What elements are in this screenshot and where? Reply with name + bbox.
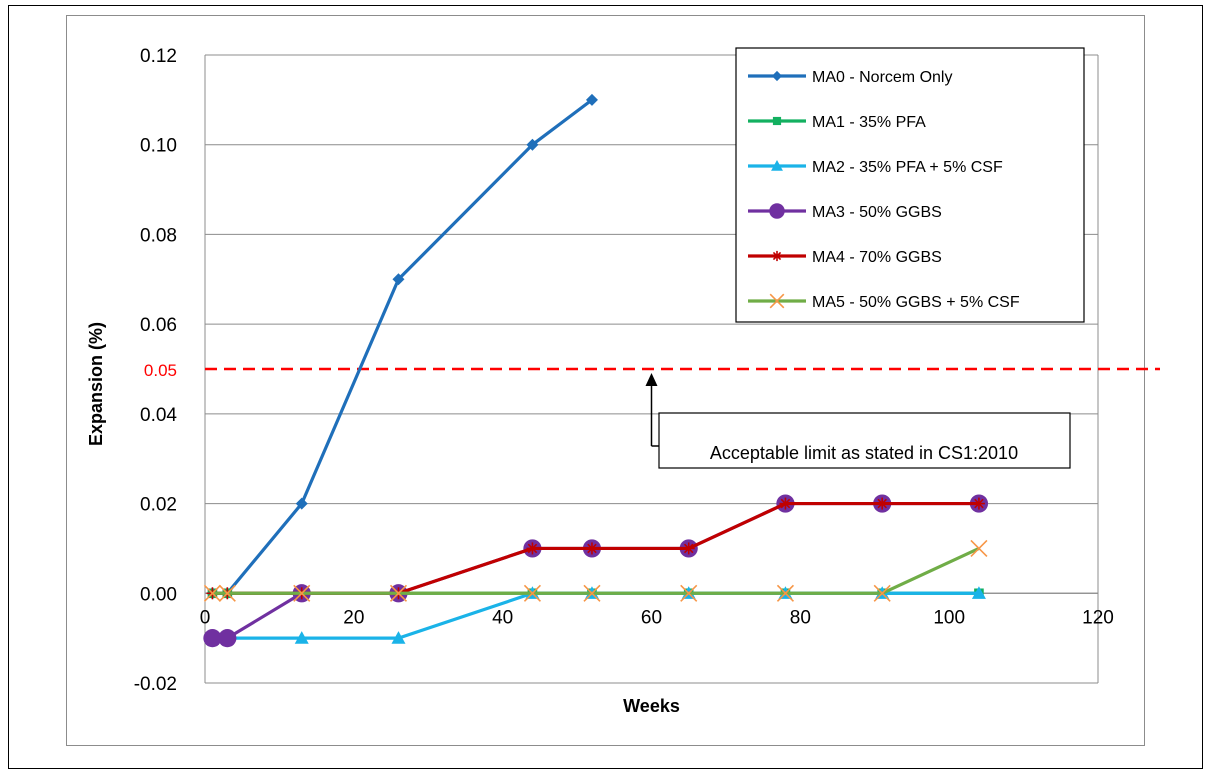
data-point: [389, 584, 408, 602]
series-line: [212, 591, 979, 640]
data-point: [876, 497, 889, 510]
legend-label: MA2 - 35% PFA + 5% CSF: [812, 159, 1003, 176]
legend-label: MA4 - 70% GGBS: [812, 249, 942, 266]
data-point: [585, 542, 598, 555]
series-line: [212, 501, 979, 640]
y-tick-label: 0.02: [140, 495, 177, 516]
data-point: [203, 584, 222, 602]
data-point: [218, 629, 237, 648]
data-point: [771, 250, 783, 262]
legend-label: MA3 - 50% GGBS: [812, 204, 942, 221]
data-point: [523, 584, 541, 602]
data-point: [293, 584, 311, 602]
data-point: [873, 584, 891, 602]
data-point: [779, 497, 792, 510]
data-point: [585, 93, 598, 106]
x-tick-label: 60: [641, 607, 662, 628]
x-tick-label: 80: [790, 607, 811, 628]
y-tick-label: 0.08: [140, 225, 177, 246]
series-line: [212, 98, 593, 595]
x-tick-label: 40: [492, 607, 513, 628]
y-tick-label: -0.02: [134, 674, 177, 695]
data-point: [526, 542, 539, 555]
y-axis-title: Expansion (%): [86, 322, 106, 446]
data-point: [218, 584, 236, 602]
data-point: [769, 203, 785, 219]
x-tick-label: 100: [933, 607, 965, 628]
data-point: [526, 138, 539, 151]
data-point: [771, 70, 783, 82]
x-tick-label: 20: [343, 607, 364, 628]
data-point: [391, 631, 406, 644]
data-point: [970, 539, 988, 557]
reference-line-label: 0.05: [144, 361, 177, 380]
data-point: [972, 497, 985, 510]
data-point: [971, 586, 986, 599]
data-point: [294, 631, 309, 644]
y-tick-label: 0.04: [140, 405, 177, 426]
y-tick-label: 0.00: [140, 584, 177, 605]
y-tick-label: 0.10: [140, 136, 177, 157]
data-point: [203, 629, 222, 648]
annotation-text: Acceptable limit as stated in CS1:2010: [710, 443, 1018, 463]
outer-frame: [8, 5, 1203, 769]
series-line: [212, 546, 980, 595]
data-point: [776, 584, 795, 602]
chart-area: [66, 15, 1145, 746]
annotation-box: [658, 412, 1071, 469]
data-point: [771, 160, 783, 171]
legend-label: MA0 - Norcem Only: [812, 69, 952, 86]
data-point: [680, 584, 698, 602]
x-tick-label: 0: [200, 607, 211, 628]
legend-label: MA5 - 50% GGBS + 5% CSF: [812, 294, 1020, 311]
legend-label: MA1 - 35% PFA: [812, 114, 926, 131]
data-point: [769, 293, 785, 309]
data-point: [682, 542, 695, 555]
annotation-arrowhead: [645, 373, 658, 386]
x-axis-title: Weeks: [623, 696, 680, 716]
data-point: [295, 497, 308, 510]
data-point: [583, 584, 601, 602]
y-tick-label: 0.06: [140, 315, 177, 336]
x-tick-label: 120: [1082, 607, 1114, 628]
legend-box: [735, 47, 1085, 323]
y-tick-label: 0.12: [140, 46, 177, 67]
data-point: [772, 116, 782, 126]
data-point: [392, 273, 405, 286]
